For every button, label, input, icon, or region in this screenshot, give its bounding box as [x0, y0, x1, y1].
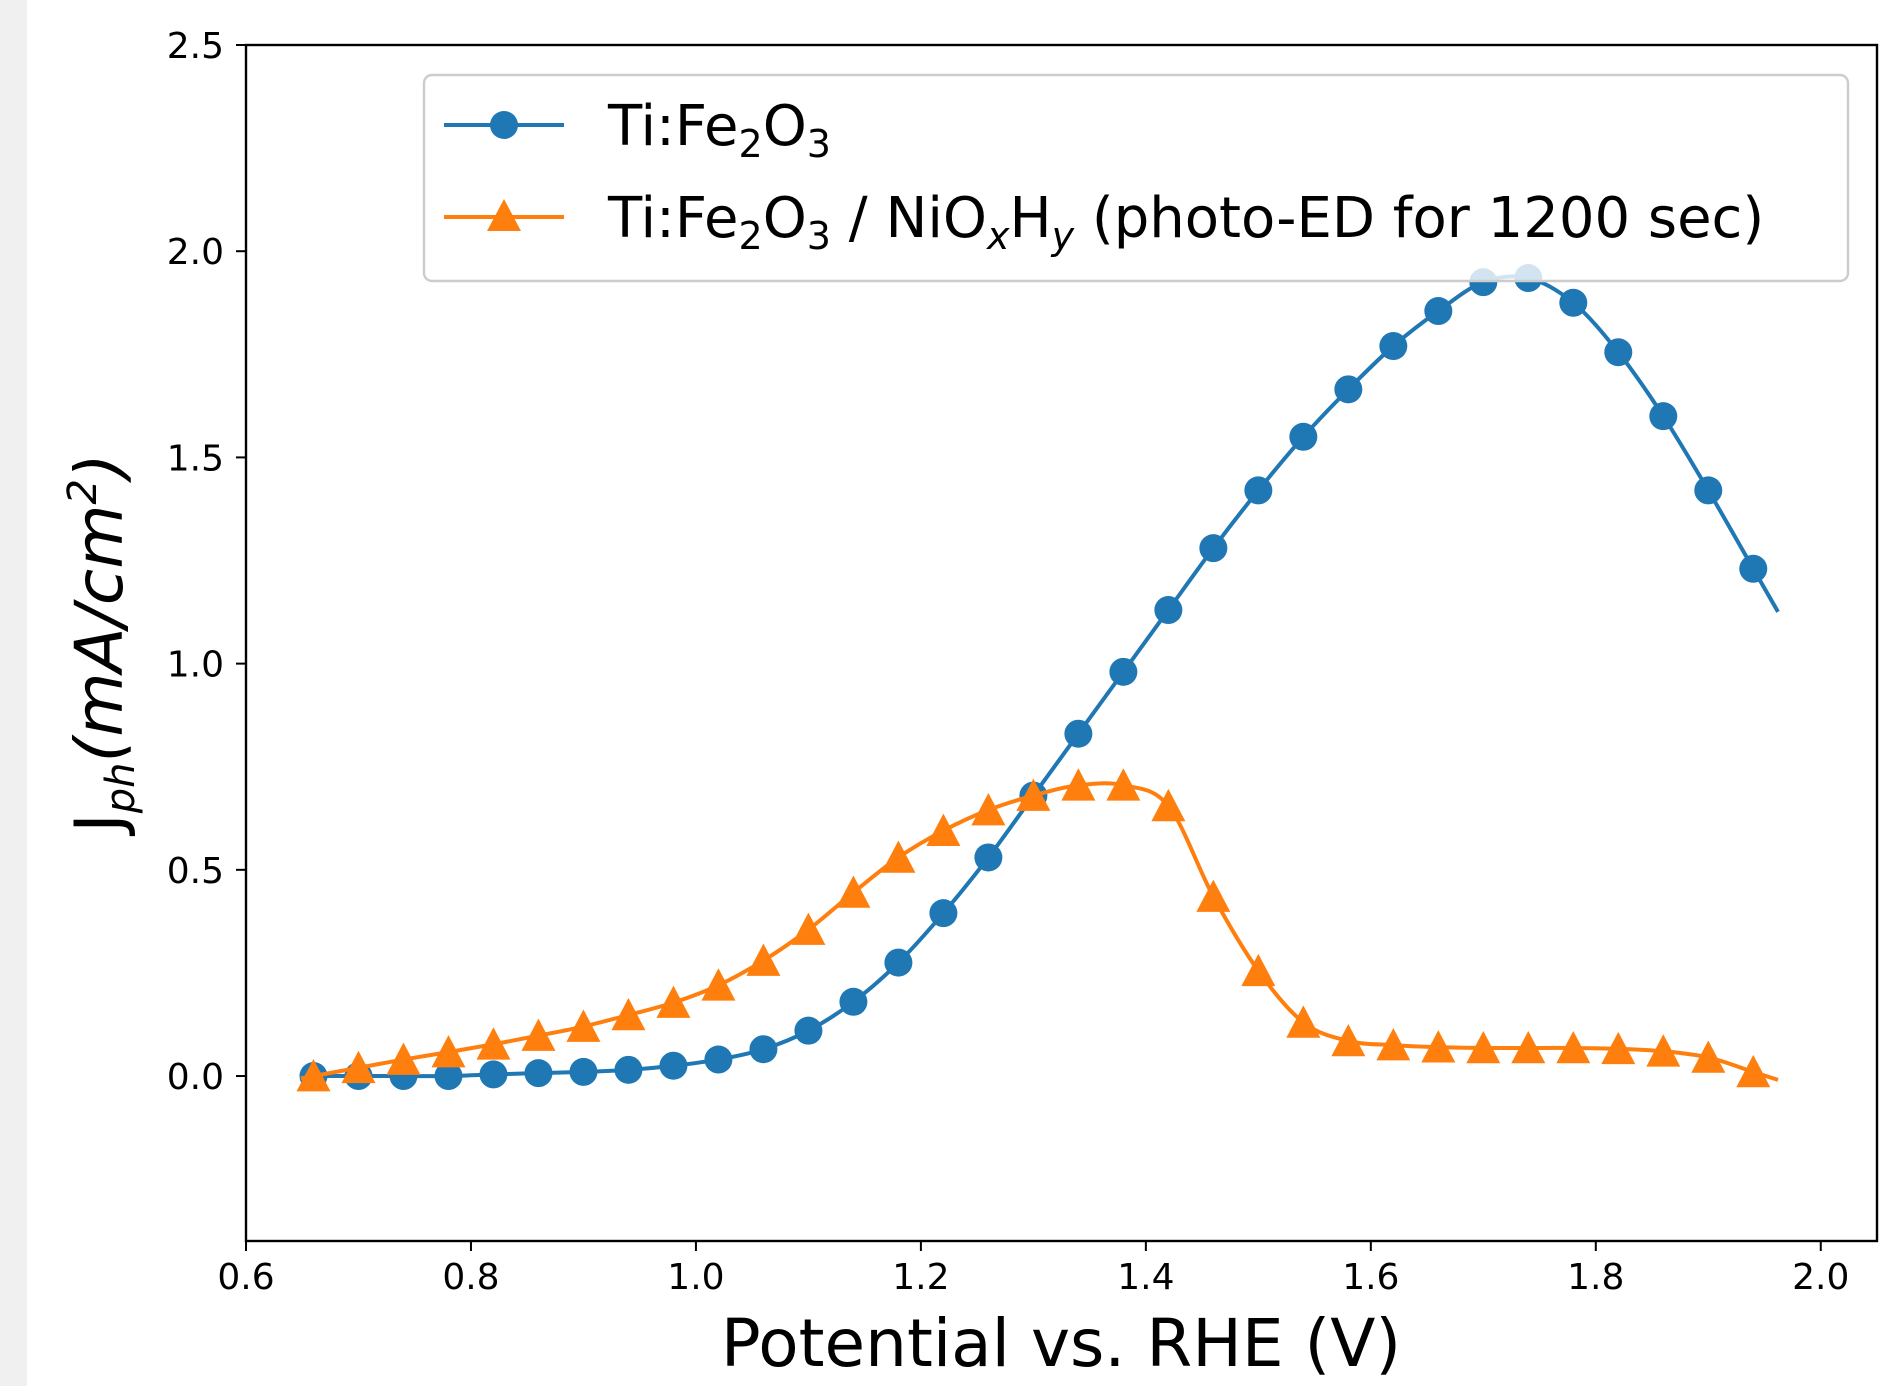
data-point-circle	[1199, 534, 1228, 563]
data-point-triangle	[1196, 879, 1231, 912]
data-point-triangle	[1466, 1030, 1501, 1064]
data-point-triangle	[1106, 768, 1141, 801]
y-tick-label: 0.0	[167, 1057, 224, 1098]
data-point-triangle	[296, 1059, 331, 1092]
data-point-triangle	[791, 912, 826, 945]
data-point-circle	[749, 1035, 778, 1064]
data-point-circle	[929, 899, 958, 928]
data-point-circle	[569, 1057, 598, 1086]
data-point-circle	[1379, 332, 1408, 361]
data-point-triangle	[1556, 1030, 1591, 1064]
x-axis-title: Potential vs. RHE (V)	[721, 1305, 1401, 1382]
data-point-circle	[1649, 402, 1678, 431]
data-point-triangle	[836, 875, 871, 908]
x-tick-label: 1.8	[1567, 1257, 1624, 1298]
y-tick-label: 1.0	[167, 645, 224, 686]
data-point-circle	[1334, 375, 1363, 404]
series-line	[300, 781, 1779, 1082]
data-point-circle	[1244, 476, 1273, 505]
data-point-circle	[974, 843, 1003, 872]
data-point-triangle	[656, 985, 691, 1018]
data-point-triangle	[476, 1027, 511, 1060]
data-point-triangle	[1151, 788, 1186, 822]
data-point-circle	[479, 1060, 508, 1089]
data-point-circle	[884, 948, 913, 977]
x-tick-label: 1.0	[667, 1257, 724, 1298]
y-tick-label: 2.0	[167, 232, 224, 273]
data-point-circle	[524, 1059, 553, 1088]
legend-label-1: Ti:Fe2O3	[607, 94, 831, 166]
data-point-triangle	[1331, 1023, 1366, 1057]
data-point-triangle	[566, 1009, 601, 1042]
data-point-circle	[1604, 338, 1633, 367]
left-margin-strip	[0, 0, 27, 1386]
data-point-triangle	[521, 1018, 556, 1051]
legend-box	[422, 73, 1850, 283]
x-tick-label: 0.6	[217, 1257, 274, 1298]
data-point-triangle	[1421, 1030, 1456, 1063]
data-point-triangle	[881, 840, 916, 873]
legend: Ti:Fe2O3 Ti:Fe2O3 / NiOxHy (photo-ED for…	[422, 73, 1850, 283]
data-point-circle	[794, 1016, 823, 1045]
data-point-triangle	[431, 1035, 466, 1068]
data-point-triangle	[971, 793, 1006, 826]
y-tick-label: 0.5	[167, 851, 224, 892]
series-line	[300, 274, 1780, 1079]
plot-frame	[244, 43, 1879, 1243]
data-point-triangle	[1061, 768, 1096, 801]
data-point-triangle	[611, 997, 646, 1031]
data-point-circle	[1289, 422, 1318, 451]
data-point-triangle	[341, 1050, 376, 1084]
data-point-circle	[614, 1055, 643, 1084]
series-layer	[296, 264, 1780, 1092]
series-2	[296, 768, 1779, 1092]
data-point-circle	[1559, 288, 1588, 317]
data-point-triangle	[701, 968, 736, 1001]
data-point-triangle	[1016, 778, 1051, 811]
data-point-triangle	[386, 1042, 421, 1075]
y-tick-label: 1.5	[167, 438, 224, 479]
legend-label-2: Ti:Fe2O3 / NiOxHy (photo-ED for 1200 sec…	[607, 186, 1764, 258]
data-point-circle	[1694, 476, 1723, 505]
data-point-circle	[1064, 719, 1093, 748]
data-point-triangle	[1646, 1034, 1681, 1067]
x-tick-label: 0.8	[442, 1257, 499, 1298]
y-axis-title: Jph(mA/cm2)	[60, 453, 144, 836]
legend-entry-1: Ti:Fe2O3	[444, 94, 831, 166]
legend-marker-circle	[490, 111, 518, 139]
data-point-circle	[1424, 297, 1453, 326]
data-point-circle	[1739, 554, 1768, 583]
legend-entry-2: Ti:Fe2O3 / NiOxHy (photo-ED for 1200 sec…	[444, 186, 1764, 258]
data-point-circle	[704, 1045, 733, 1074]
data-point-circle	[659, 1051, 688, 1080]
x-tick-label: 1.4	[1117, 1257, 1174, 1298]
data-point-triangle	[1286, 1005, 1321, 1038]
y-tick-label: 2.5	[167, 26, 224, 67]
data-point-triangle	[1241, 953, 1276, 987]
data-point-circle	[434, 1062, 463, 1091]
data-point-triangle	[1691, 1040, 1726, 1073]
data-point-circle	[839, 987, 868, 1016]
data-point-triangle	[1601, 1031, 1636, 1065]
data-point-triangle	[1511, 1030, 1546, 1064]
series-1	[299, 264, 1780, 1091]
y-axis-ticks: 0.0 0.5 1.0 1.5 2.0 2.5	[167, 26, 246, 1098]
x-axis-ticks: 0.6 0.8 1.0 1.2 1.4 1.6 1.8 2.0	[217, 1241, 1849, 1298]
x-tick-label: 1.2	[892, 1257, 949, 1298]
data-point-triangle	[746, 943, 781, 976]
data-point-triangle	[1736, 1054, 1771, 1088]
x-tick-label: 2.0	[1792, 1257, 1849, 1298]
data-point-circle	[1109, 657, 1138, 686]
data-point-triangle	[926, 813, 961, 846]
x-tick-label: 1.6	[1342, 1257, 1399, 1298]
data-point-circle	[1154, 596, 1183, 625]
legend-marker-triangle	[487, 199, 521, 231]
data-point-triangle	[1376, 1028, 1411, 1061]
